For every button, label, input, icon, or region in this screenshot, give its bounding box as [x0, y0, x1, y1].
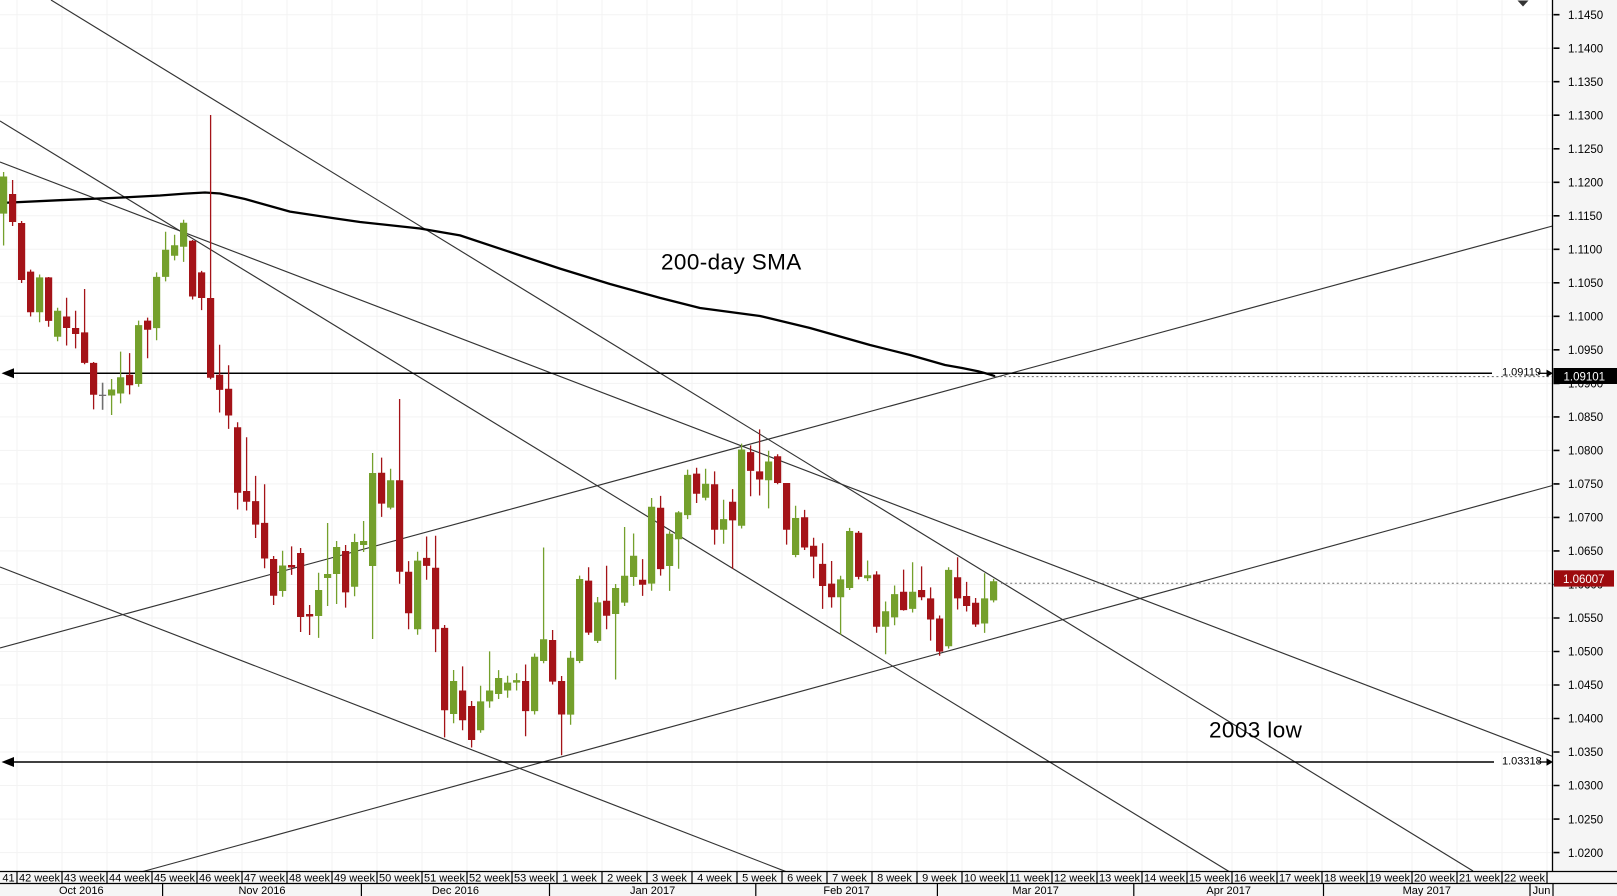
svg-text:42 week: 42 week [19, 872, 60, 884]
svg-text:1.0200: 1.0200 [1568, 848, 1603, 860]
svg-text:1.0450: 1.0450 [1568, 680, 1603, 692]
svg-text:13 week: 13 week [1099, 872, 1140, 884]
svg-text:8 week: 8 week [877, 872, 912, 884]
svg-text:1 week: 1 week [562, 872, 597, 884]
svg-text:1.0650: 1.0650 [1568, 546, 1603, 558]
svg-text:12 week: 12 week [1054, 872, 1095, 884]
svg-text:46 week: 46 week [199, 872, 240, 884]
svg-text:1.1300: 1.1300 [1568, 110, 1603, 122]
svg-text:Nov 2016: Nov 2016 [238, 885, 285, 896]
svg-text:44 week: 44 week [109, 872, 150, 884]
svg-text:1.0950: 1.0950 [1568, 345, 1603, 357]
svg-text:15 week: 15 week [1189, 872, 1230, 884]
svg-text:1.0550: 1.0550 [1568, 613, 1603, 625]
svg-text:Oct 2016: Oct 2016 [59, 885, 104, 896]
svg-text:Dec 2016: Dec 2016 [432, 885, 479, 896]
svg-text:Mar 2017: Mar 2017 [1012, 885, 1058, 896]
svg-text:10 week: 10 week [964, 872, 1005, 884]
svg-text:50 week: 50 week [379, 872, 420, 884]
svg-text:48 week: 48 week [289, 872, 330, 884]
svg-text:1.1050: 1.1050 [1568, 278, 1603, 290]
svg-text:1.1150: 1.1150 [1568, 211, 1602, 223]
svg-text:9 week: 9 week [922, 872, 957, 884]
svg-text:18 week: 18 week [1324, 872, 1365, 884]
svg-text:1.1450: 1.1450 [1568, 10, 1603, 22]
svg-text:5 week: 5 week [742, 872, 777, 884]
svg-text:200-day SMA: 200-day SMA [661, 250, 802, 275]
svg-text:1.0300: 1.0300 [1568, 781, 1603, 793]
svg-text:1.0750: 1.0750 [1568, 479, 1603, 491]
svg-text:14 week: 14 week [1144, 872, 1185, 884]
svg-text:Apr 2017: Apr 2017 [1206, 885, 1251, 896]
svg-text:1.0700: 1.0700 [1568, 513, 1603, 525]
svg-text:4 week: 4 week [697, 872, 732, 884]
svg-text:19 week: 19 week [1369, 872, 1410, 884]
svg-text:1.1100: 1.1100 [1568, 245, 1602, 257]
svg-text:47 week: 47 week [244, 872, 285, 884]
svg-text:53 week: 53 week [514, 872, 555, 884]
svg-text:41: 41 [2, 872, 14, 884]
svg-text:1.1250: 1.1250 [1568, 144, 1603, 156]
svg-text:1.03318: 1.03318 [1502, 756, 1542, 768]
svg-text:1.09101: 1.09101 [1564, 372, 1606, 384]
svg-text:2 week: 2 week [607, 872, 642, 884]
svg-text:1.0500: 1.0500 [1568, 647, 1603, 659]
svg-text:2003 low: 2003 low [1209, 718, 1303, 743]
svg-text:1.0800: 1.0800 [1568, 446, 1603, 458]
svg-text:1.0850: 1.0850 [1568, 412, 1603, 424]
svg-text:45 week: 45 week [154, 872, 195, 884]
svg-text:6 week: 6 week [787, 872, 822, 884]
svg-text:1.09119: 1.09119 [1502, 367, 1541, 379]
svg-text:22 week: 22 week [1504, 872, 1545, 884]
svg-text:Feb 2017: Feb 2017 [823, 885, 869, 896]
svg-text:49 week: 49 week [334, 872, 375, 884]
svg-text:21 week: 21 week [1459, 872, 1500, 884]
svg-text:17 week: 17 week [1279, 872, 1320, 884]
svg-text:3 week: 3 week [652, 872, 687, 884]
svg-text:1.0250: 1.0250 [1568, 814, 1603, 826]
svg-text:1.0350: 1.0350 [1568, 747, 1603, 759]
svg-text:1.0400: 1.0400 [1568, 714, 1603, 726]
svg-text:11 week: 11 week [1009, 872, 1050, 884]
svg-text:Jan 2017: Jan 2017 [630, 885, 675, 896]
svg-text:Jun: Jun [1533, 885, 1551, 896]
svg-text:1.1200: 1.1200 [1568, 178, 1603, 190]
svg-text:1.06007: 1.06007 [1563, 574, 1605, 586]
svg-text:16 week: 16 week [1234, 872, 1275, 884]
svg-text:51 week: 51 week [424, 872, 465, 884]
svg-text:7 week: 7 week [832, 872, 867, 884]
svg-text:1.1000: 1.1000 [1568, 312, 1603, 324]
svg-text:1.1400: 1.1400 [1568, 43, 1603, 55]
svg-text:43 week: 43 week [64, 872, 105, 884]
svg-text:May 2017: May 2017 [1403, 885, 1451, 896]
svg-text:1.1350: 1.1350 [1568, 77, 1603, 89]
svg-text:20 week: 20 week [1414, 872, 1455, 884]
svg-text:52 week: 52 week [469, 872, 510, 884]
